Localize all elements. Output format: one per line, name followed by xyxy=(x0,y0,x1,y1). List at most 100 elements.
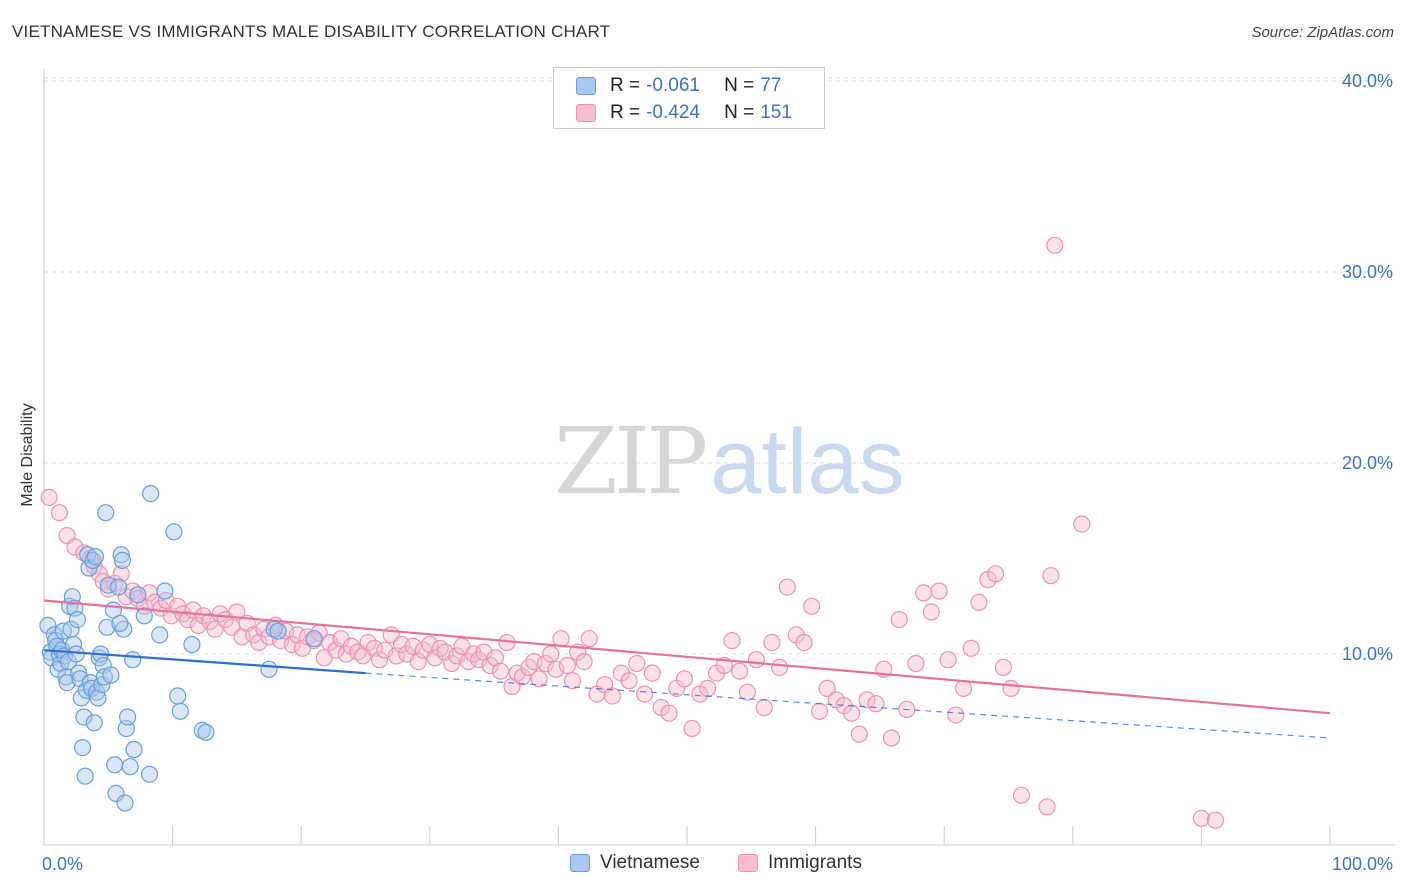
vietnamese-point xyxy=(97,504,115,522)
immigrants-point xyxy=(1038,798,1056,816)
immigrants-point xyxy=(994,658,1013,677)
vietnamese-point xyxy=(129,586,147,604)
vietnamese-point xyxy=(102,666,120,684)
immigrants-point xyxy=(283,635,301,654)
immigrants-point xyxy=(731,662,749,680)
immigrants-point xyxy=(558,656,577,675)
immigrants-point xyxy=(970,593,988,612)
x-tick-label: 0.0% xyxy=(42,854,83,874)
legend-item-vietnamese[interactable]: Vietnamese xyxy=(570,852,700,874)
r-label: R = xyxy=(610,102,641,123)
immigrants-point xyxy=(542,645,560,663)
immigrants-point xyxy=(763,633,781,652)
vietnamese-swatch xyxy=(576,77,596,95)
immigrants-point xyxy=(50,504,69,522)
watermark-zip: ZIP xyxy=(554,408,708,515)
vietnamese-point xyxy=(116,794,134,812)
immigrants-point xyxy=(359,633,377,652)
y-tick-label: 20.0% xyxy=(1342,453,1393,473)
y-tick-label: 10.0% xyxy=(1342,644,1393,664)
vietnamese-trend-line xyxy=(43,649,366,675)
immigrants-point xyxy=(603,687,622,705)
n-value: 77 xyxy=(760,75,782,96)
immigrants-point xyxy=(738,683,757,701)
immigrants-point xyxy=(536,654,555,673)
immigrants-point xyxy=(698,679,717,698)
trend-lines xyxy=(43,599,1331,739)
immigrants-point xyxy=(867,695,885,713)
immigrants-point xyxy=(795,633,813,652)
immigrants-point xyxy=(930,582,948,600)
vietnamese-point xyxy=(73,738,92,757)
immigrants-point xyxy=(907,654,925,673)
immigrants-point xyxy=(643,664,661,682)
tick-labels: 10.0% 20.0% 30.0% 40.0% 0.0% 100.0% xyxy=(42,71,1393,874)
vietnamese-point xyxy=(125,740,143,759)
vietnamese-point xyxy=(260,660,278,678)
legend-item-immigrants[interactable]: Immigrants xyxy=(738,852,862,874)
immigrants-point xyxy=(660,704,678,722)
immigrants-point xyxy=(628,654,646,673)
immigrants-point xyxy=(954,679,973,698)
legend-row-vietnamese: R = -0.061 N = 77 xyxy=(576,74,781,98)
watermark: ZIPatlas xyxy=(554,408,905,515)
n-label: N = xyxy=(724,102,755,123)
immigrants-point xyxy=(675,670,694,688)
source-label: Source: ZipAtlas.com xyxy=(1251,24,1394,41)
vietnamese-point xyxy=(113,551,132,570)
immigrants-point xyxy=(404,637,422,656)
vietnamese-point xyxy=(142,485,160,503)
immigrants-point xyxy=(755,698,773,717)
vietnamese-point xyxy=(109,578,128,596)
immigrants-point xyxy=(810,702,829,720)
immigrants-point xyxy=(683,719,701,738)
n-value: 151 xyxy=(760,102,792,123)
vietnamese-point xyxy=(124,651,142,669)
vietnamese-swatch xyxy=(570,854,590,872)
legend-label-vietnamese: Vietnamese xyxy=(600,852,700,873)
vietnamese-point xyxy=(151,626,169,644)
vietnamese-point xyxy=(67,645,85,663)
immigrants-point xyxy=(962,639,980,657)
immigrants-point xyxy=(40,488,58,506)
vietnamese-point xyxy=(135,607,153,625)
axes xyxy=(43,68,1395,846)
immigrants-point xyxy=(112,565,130,583)
vietnamese-point xyxy=(98,618,116,636)
vietnamese-point xyxy=(165,523,183,541)
vietnamese-point xyxy=(89,689,107,707)
immigrants-point xyxy=(986,565,1005,583)
immigrants-point xyxy=(250,633,268,652)
correlation-legend: R = -0.061 N = 77 R = -0.424 N = 151 xyxy=(553,67,825,129)
immigrants-point xyxy=(620,672,638,690)
gridlines xyxy=(44,77,1395,655)
vietnamese-point xyxy=(70,664,88,682)
immigrants-point xyxy=(635,685,654,703)
vietnamese-point xyxy=(171,702,189,720)
immigrants-point xyxy=(491,662,510,680)
vietnamese-point xyxy=(75,708,93,726)
immigrants-point xyxy=(371,651,389,669)
immigrants-point xyxy=(858,691,876,709)
chart-title: VIETNAMESE VS IMMIGRANTS MALE DISABILITY… xyxy=(12,22,611,41)
immigrants-point xyxy=(421,635,439,654)
immigrants-point xyxy=(778,578,796,596)
immigrants-point xyxy=(1002,679,1020,698)
immigrants-point xyxy=(575,652,593,671)
vietnamese-point xyxy=(39,616,57,635)
vietnamese-point xyxy=(118,708,137,726)
watermark-atlas: atlas xyxy=(710,411,905,513)
x-tick-label: 100.0% xyxy=(1332,854,1393,874)
vietnamese-point xyxy=(269,622,287,640)
series-legend: Vietnamese Immigrants xyxy=(0,852,1406,878)
immigrants-point xyxy=(99,580,117,598)
vietnamese-point xyxy=(95,668,114,686)
r-value: -0.424 xyxy=(646,102,700,123)
immigrants-point xyxy=(914,584,933,602)
vietnamese-point xyxy=(140,765,159,783)
immigrants-point xyxy=(922,603,940,621)
immigrants-point xyxy=(890,610,908,629)
vietnamese-point xyxy=(85,714,103,732)
immigrants-point xyxy=(66,538,84,556)
